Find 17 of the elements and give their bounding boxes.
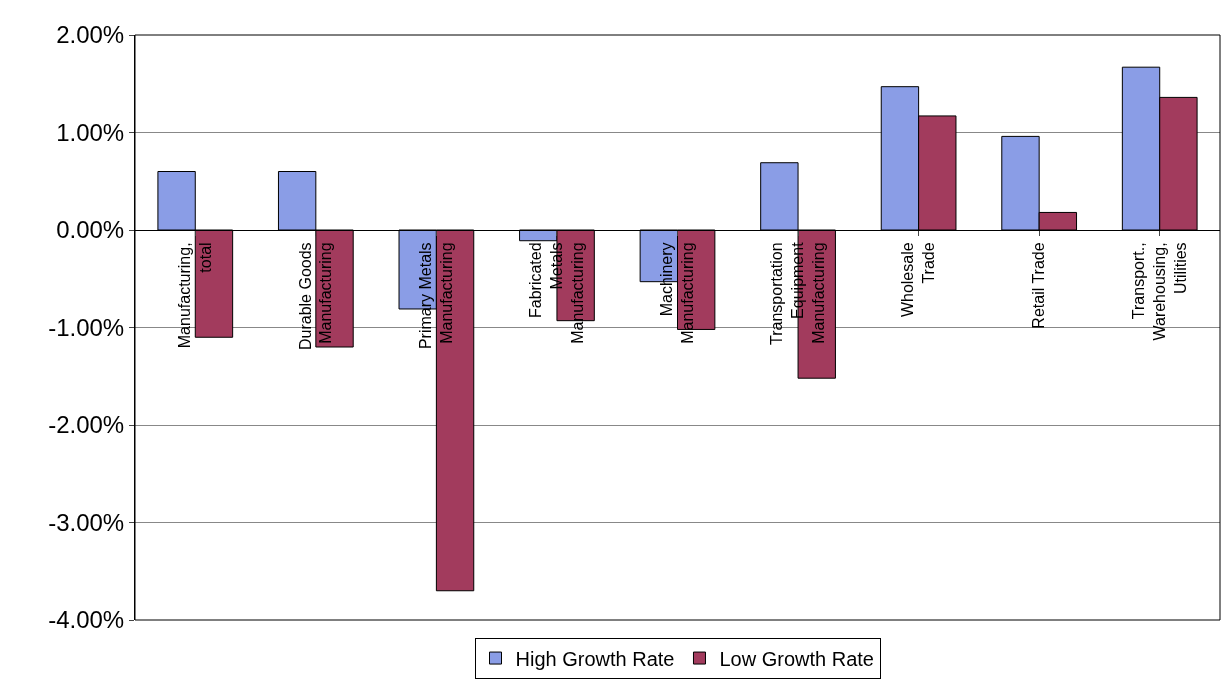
x-tick-label: Manufacturing, total [176,242,214,349]
x-tick-label: Wholesale Trade [899,242,938,318]
y-tick-label: -4.00% [48,606,125,634]
y-tick-label: -1.00% [48,313,125,341]
legend-label: Low Growth Rate [719,647,874,670]
y-tick-label: 2.00% [56,21,125,49]
x-tick-label: Primary Metals Manufacturing [417,242,455,350]
x-tick-label: Machinery Manufacturing [658,242,697,344]
x-tick-label: Retail Trade [1030,242,1048,329]
y-tick-label: -2.00% [48,411,125,439]
y-tick-label: 0.00% [56,216,125,244]
y-tick-label: -3.00% [48,508,125,536]
x-tick-label: Transportation Equipment Manufacturing [768,241,828,345]
legend-label: High Growth Rate [515,647,675,670]
x-tick-label: Transport., Warehousing, Utilities [1130,242,1189,341]
x-tick-label: Fabricated Metals Manufacturing [527,242,586,344]
y-tick-label: 1.00% [56,118,125,146]
